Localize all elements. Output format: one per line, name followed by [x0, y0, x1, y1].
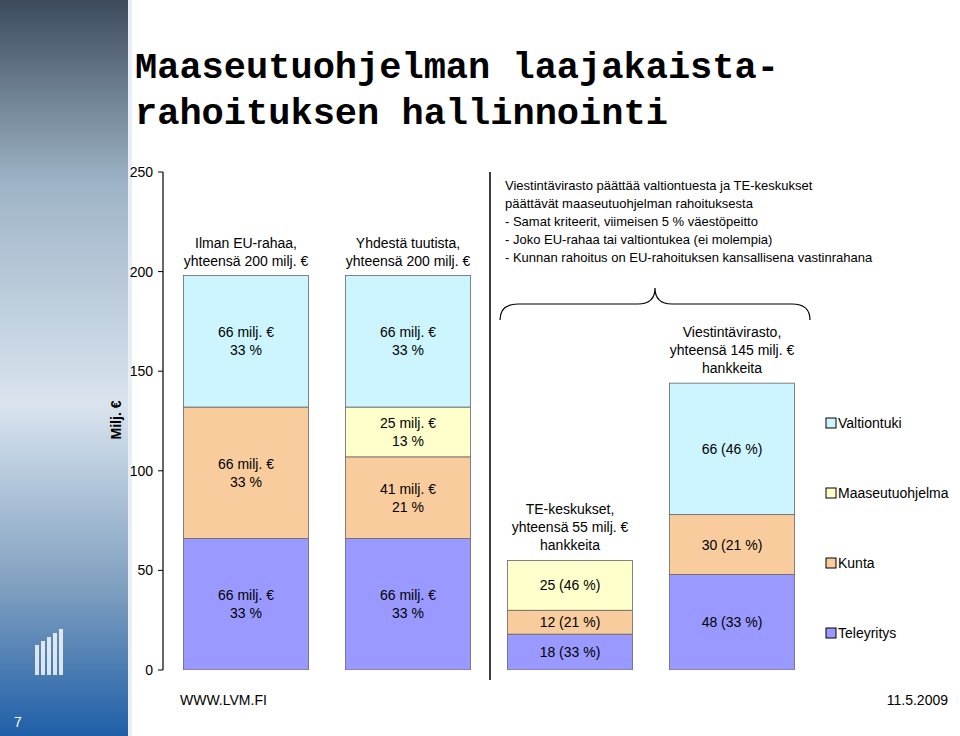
bar-segment: [670, 383, 795, 514]
text-line: yhteensä 55 milj. €: [512, 519, 629, 535]
legend-swatch: [826, 488, 836, 498]
legend-swatch: [826, 418, 836, 428]
text-line: hankkeita: [702, 360, 762, 376]
data-label: 48 (33 %): [702, 614, 763, 630]
legend-label: Maaseutuohjelma: [838, 485, 949, 501]
footer-date: 11.5.2009: [887, 692, 948, 708]
legend-label: Kunta: [838, 555, 875, 571]
bar-segment: [184, 276, 309, 407]
text-line: rahoituksen hallinnointi: [135, 93, 668, 135]
text-line: 33 %: [230, 342, 262, 358]
text-line: hankkeita: [540, 537, 600, 553]
text-line: 25 milj. €: [380, 415, 436, 431]
data-label: 66 milj. € 33 %: [218, 587, 274, 621]
category-label: Yhdestä tuutista, yhteensä 200 milj. €: [346, 235, 471, 269]
page-number: 7: [14, 714, 22, 730]
annotation: - Samat kriteerit, viimeisen 5 % väestöp…: [505, 214, 758, 229]
category-label: Viestintävirasto, yhteensä 145 milj. € han…: [670, 324, 795, 376]
data-label: 41 milj. € 21 %: [380, 481, 436, 515]
text-line: 41 milj. €: [380, 481, 436, 497]
bar-segment: [346, 276, 471, 407]
category-label: Ilman EU-rahaa, yhteensä 200 milj. €: [184, 235, 309, 269]
y-tick-label: 0: [145, 662, 153, 678]
logo-bar: [35, 645, 39, 675]
bar-segment: [346, 407, 471, 457]
y-tick: [158, 172, 163, 173]
text-line: Viestintävirasto,: [683, 324, 782, 340]
data-label: 66 milj. € 33 %: [218, 456, 274, 490]
text-line: 66 milj. €: [218, 324, 274, 340]
text-line: 21 %: [392, 499, 424, 515]
footer-url: WWW.LVM.FI: [180, 692, 267, 708]
text-line: yhteensä 145 milj. €: [670, 342, 795, 358]
category-label: TE-keskukset, yhteensä 55 milj. € hankkeit…: [512, 501, 629, 553]
data-label: 30 (21 %): [702, 537, 763, 553]
data-label: 66 milj. € 33 %: [380, 324, 436, 358]
text-line: 33 %: [392, 342, 424, 358]
text-line: 66 milj. €: [380, 587, 436, 603]
side-strip: [0, 0, 128, 736]
data-label: 25 milj. € 13 %: [380, 415, 436, 449]
bar-segment: [670, 515, 795, 575]
bar-segment: [670, 574, 795, 670]
legend-swatch: [826, 628, 836, 638]
data-label: 66 milj. € 33 %: [218, 324, 274, 358]
text-line: yhteensä 200 milj. €: [346, 253, 471, 269]
bars: [184, 276, 795, 670]
y-tick-label: 100: [130, 463, 154, 479]
title: Maaseutuohjelman laajakaista-rahoituksen…: [135, 47, 779, 135]
text-line: 33 %: [230, 474, 262, 490]
background: [0, 0, 960, 736]
logo-bar: [47, 637, 51, 675]
y-axis-line: [162, 172, 163, 670]
bar-segment: [184, 539, 309, 670]
text-line: 33 %: [230, 605, 262, 621]
y-tick: [158, 670, 163, 671]
y-tick: [158, 470, 163, 471]
chart-root: Maaseutuohjelman laajakaista-rahoituksen…: [0, 0, 960, 736]
legend-label: Valtiontuki: [838, 415, 902, 431]
brace: [500, 288, 810, 320]
bar-segment: [346, 457, 471, 539]
annotation: päättävät maaseutuohjelman rahoituksesta: [505, 196, 754, 211]
data-label: 66 (46 %): [702, 441, 763, 457]
text-line: 33 %: [392, 605, 424, 621]
bar-segment: [346, 539, 471, 670]
text-line: 66 milj. €: [218, 587, 274, 603]
annotation: - Joko EU-rahaa tai valtiontukea (ei mol…: [505, 232, 772, 247]
y-tick-label: 200: [130, 264, 154, 280]
data-label: 25 (46 %): [540, 577, 601, 593]
separator: [489, 172, 491, 680]
y-tick-label: 50: [137, 562, 153, 578]
text-line: yhteensä 200 milj. €: [184, 253, 309, 269]
text-line: 13 %: [392, 433, 424, 449]
text-line: 66 milj. €: [218, 456, 274, 472]
logo-bar: [53, 633, 57, 675]
bar-segment: [508, 634, 633, 670]
data-label: 12 (21 %): [540, 614, 601, 630]
y-tick: [158, 271, 163, 272]
bar-segment: [508, 560, 633, 610]
legend-swatch: [826, 558, 836, 568]
labels: 66 milj. € 33 % 66 milj. € 33 % 66 milj. € 33…: [218, 324, 762, 660]
y-tick: [158, 570, 163, 571]
y-tick-label: 250: [130, 164, 154, 180]
annotation: Viestintävirasto päättää valtiontuesta j…: [505, 178, 813, 193]
text-line: 66 milj. €: [380, 324, 436, 340]
y-tick: [158, 371, 163, 372]
data-label: 18 (33 %): [540, 644, 601, 660]
text-line: Yhdestä tuutista,: [356, 235, 460, 251]
legend-label: Teleyritys: [838, 625, 896, 641]
y-axis-label: Milj. €: [108, 400, 124, 439]
text-line: Ilman EU-rahaa,: [195, 235, 297, 251]
annotation: - Kunnan rahoitus on EU-rahoituksen kans…: [505, 250, 873, 265]
text-line: Maaseutuohjelman laajakaista-: [135, 47, 779, 89]
text-line: TE-keskukset,: [526, 501, 615, 517]
data-label: 66 milj. € 33 %: [380, 587, 436, 621]
logo-bar: [59, 629, 63, 675]
bar-segment: [508, 610, 633, 634]
y-tick-label: 150: [130, 363, 154, 379]
bar-segment: [184, 407, 309, 538]
logo-bar: [41, 641, 45, 675]
